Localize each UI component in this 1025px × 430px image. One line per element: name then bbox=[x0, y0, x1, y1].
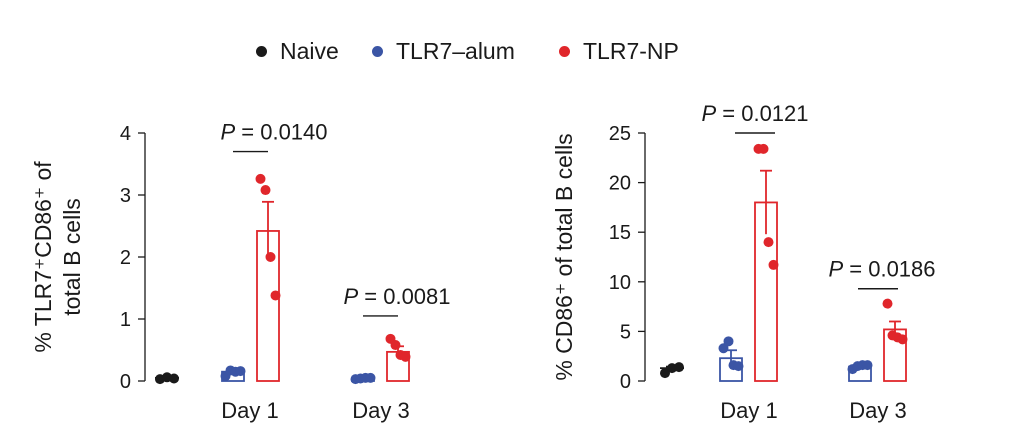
x-tick-label: Day 3 bbox=[849, 398, 906, 423]
p-value-label: P = 0.0121 bbox=[701, 101, 808, 126]
y-tick-label: 5 bbox=[620, 321, 631, 343]
y-tick-label: 3 bbox=[120, 185, 131, 207]
y-tick-label: 2 bbox=[120, 247, 131, 269]
data-point-naive bbox=[660, 368, 670, 379]
y-axis-label: % CD86⁺ of total B cells bbox=[551, 133, 577, 380]
legend-label-naive: Naive bbox=[280, 38, 339, 64]
data-point-day1-np bbox=[270, 290, 281, 301]
y-axis-label-line2: total B cells bbox=[59, 198, 85, 316]
legend-item-tlr7-alum: TLR7–alum bbox=[372, 38, 515, 65]
data-point-day3-np bbox=[882, 298, 893, 309]
legend-item-tlr7-np: TLR7-NP bbox=[559, 38, 679, 65]
y-tick-label: 10 bbox=[609, 272, 631, 294]
data-point-day3-alum bbox=[862, 360, 873, 371]
data-point-day1-np bbox=[763, 237, 774, 248]
data-point-day1-np bbox=[768, 259, 779, 270]
data-point-day1-alum bbox=[733, 361, 744, 372]
legend-item-naive: Naive bbox=[256, 38, 339, 65]
data-point-day3-np bbox=[390, 340, 401, 351]
p-value-label: P = 0.0186 bbox=[828, 257, 935, 282]
data-point-day1-alum bbox=[723, 336, 734, 347]
data-point-day1-alum bbox=[718, 343, 729, 354]
x-tick-label: Day 3 bbox=[352, 398, 409, 423]
x-tick-label: Day 1 bbox=[720, 398, 777, 423]
y-tick-label: 25 bbox=[609, 123, 631, 145]
y-tick-label: 0 bbox=[620, 371, 631, 393]
data-point-day3-np bbox=[400, 351, 411, 362]
legend: Naive TLR7–alum TLR7-NP bbox=[0, 38, 1025, 72]
legend-swatch-naive bbox=[256, 46, 267, 57]
y-axis-label: % TLR7⁺CD86⁺ of bbox=[30, 161, 56, 353]
y-tick-label: 4 bbox=[120, 123, 131, 145]
data-point-naive bbox=[674, 362, 684, 373]
data-point-day1-np bbox=[758, 143, 769, 154]
p-value-label: P = 0.0140 bbox=[220, 120, 327, 145]
legend-label-tlr7-np: TLR7-NP bbox=[583, 38, 679, 64]
y-tick-label: 15 bbox=[609, 222, 631, 244]
legend-swatch-tlr7-alum bbox=[372, 46, 383, 57]
x-tick-label: Day 1 bbox=[221, 398, 278, 423]
legend-label-tlr7-alum: TLR7–alum bbox=[396, 38, 515, 64]
data-point-naive bbox=[169, 373, 179, 384]
data-point-day1-np bbox=[260, 185, 271, 196]
y-tick-label: 0 bbox=[120, 371, 131, 393]
y-tick-label: 20 bbox=[609, 173, 631, 195]
data-point-day3-alum bbox=[365, 372, 376, 383]
data-point-day1-alum bbox=[235, 366, 246, 377]
legend-swatch-tlr7-np bbox=[559, 46, 570, 57]
chart-1: 0 1 2 3 4 % TLR7⁺CD86⁺ of total B cells Day 1 Da… bbox=[30, 120, 451, 423]
data-point-day3-np bbox=[897, 334, 908, 345]
chart-2: 0 5 10 15 20 25 % CD86⁺ of total B cells Day 1 D… bbox=[551, 101, 936, 423]
data-point-day1-np bbox=[265, 252, 276, 262]
y-tick-label: 1 bbox=[120, 309, 131, 331]
data-point-day1-np bbox=[255, 173, 266, 184]
p-value-label: P = 0.0081 bbox=[343, 284, 450, 309]
